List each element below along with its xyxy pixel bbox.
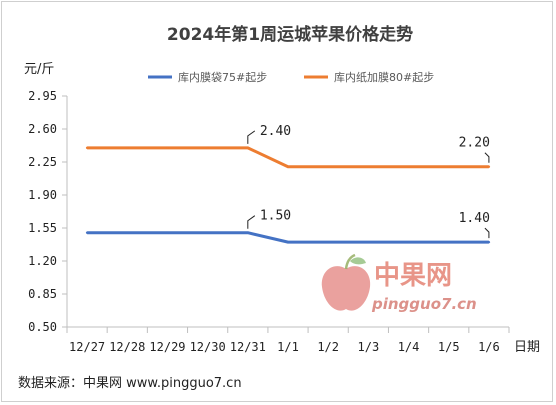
callout-line [484,152,490,163]
y-axis-unit-label: 元/斤 [24,62,54,77]
data-point [166,231,169,234]
chart-title: 2024年第1周运城苹果价格走势 [167,24,413,45]
apple-logo-icon [321,253,371,311]
data-label: 1.40 [459,211,490,226]
y-tick-label: 0.85 [28,287,57,301]
data-point [407,165,410,168]
x-tick-label: 12/31 [230,340,266,354]
x-tick-label: 12/29 [149,340,185,354]
legend: 库内膜袋75#起步 库内纸加膜80#起步 [148,70,434,84]
x-tick-label: 1/6 [478,340,500,354]
y-tick-label: 1.90 [28,188,57,202]
y-tick-label: 1.55 [28,221,57,235]
x-tick-label: 1/2 [317,340,339,354]
x-tick-label: 12/27 [69,340,105,354]
source-note: 数据来源：中果网 www.pingguo7.cn [18,376,242,391]
data-point [367,240,370,244]
data-point [126,231,129,234]
data-point [126,146,129,150]
data-point [407,240,410,244]
x-tick-label: 12/30 [190,340,226,354]
watermark-url: pingguo7.cn [371,295,477,313]
watermark-logo: 中果网 pingguo7.cn [321,253,477,313]
watermark-brand: 中果网 [374,261,452,291]
y-tick-label: 2.25 [28,155,57,169]
data-point [85,231,89,234]
data-point [286,240,290,244]
data-label: 2.40 [260,124,291,139]
data-point [487,240,491,244]
callout-line [484,227,490,239]
x-axis-unit-label: 日期 [514,340,540,355]
y-tick-label: 2.60 [28,122,57,136]
data-point [206,146,209,150]
data-label: 1.50 [260,209,291,224]
data-point [487,165,491,168]
data-point [85,146,89,150]
y-tick-label: 0.50 [28,320,57,334]
callout-line [247,130,256,144]
legend-label: 库内膜袋75#起步 [178,70,267,84]
data-label: 2.20 [459,136,490,151]
legend-label: 库内纸加膜80#起步 [334,70,434,84]
data-point [206,231,209,234]
x-tick-label: 1/3 [358,340,380,354]
data-point [447,165,450,168]
x-tick-label: 1/5 [438,340,460,354]
data-point [246,231,250,234]
annotation-layer: 1.50 1.40 2.40 2.20 [247,124,490,239]
x-tick-label: 1/4 [398,340,420,354]
data-point [286,165,290,168]
data-point [326,165,330,168]
x-tick-label: 1/1 [277,340,299,354]
x-tick-label: 12/28 [109,340,145,354]
series-layer [85,146,491,244]
series-line-0 [87,231,489,244]
y-tick-label: 1.20 [28,254,57,268]
axes: 0.50 0.85 1.20 1.55 1.90 2.25 2.60 2.95 12/27 12/… [28,89,510,354]
data-point [367,165,370,168]
y-tick-label: 2.95 [28,89,57,103]
data-point [326,240,330,244]
callout-line [247,215,256,229]
data-point [246,146,250,150]
data-point [166,146,169,150]
data-point [447,240,450,244]
series-line-1 [87,146,489,169]
